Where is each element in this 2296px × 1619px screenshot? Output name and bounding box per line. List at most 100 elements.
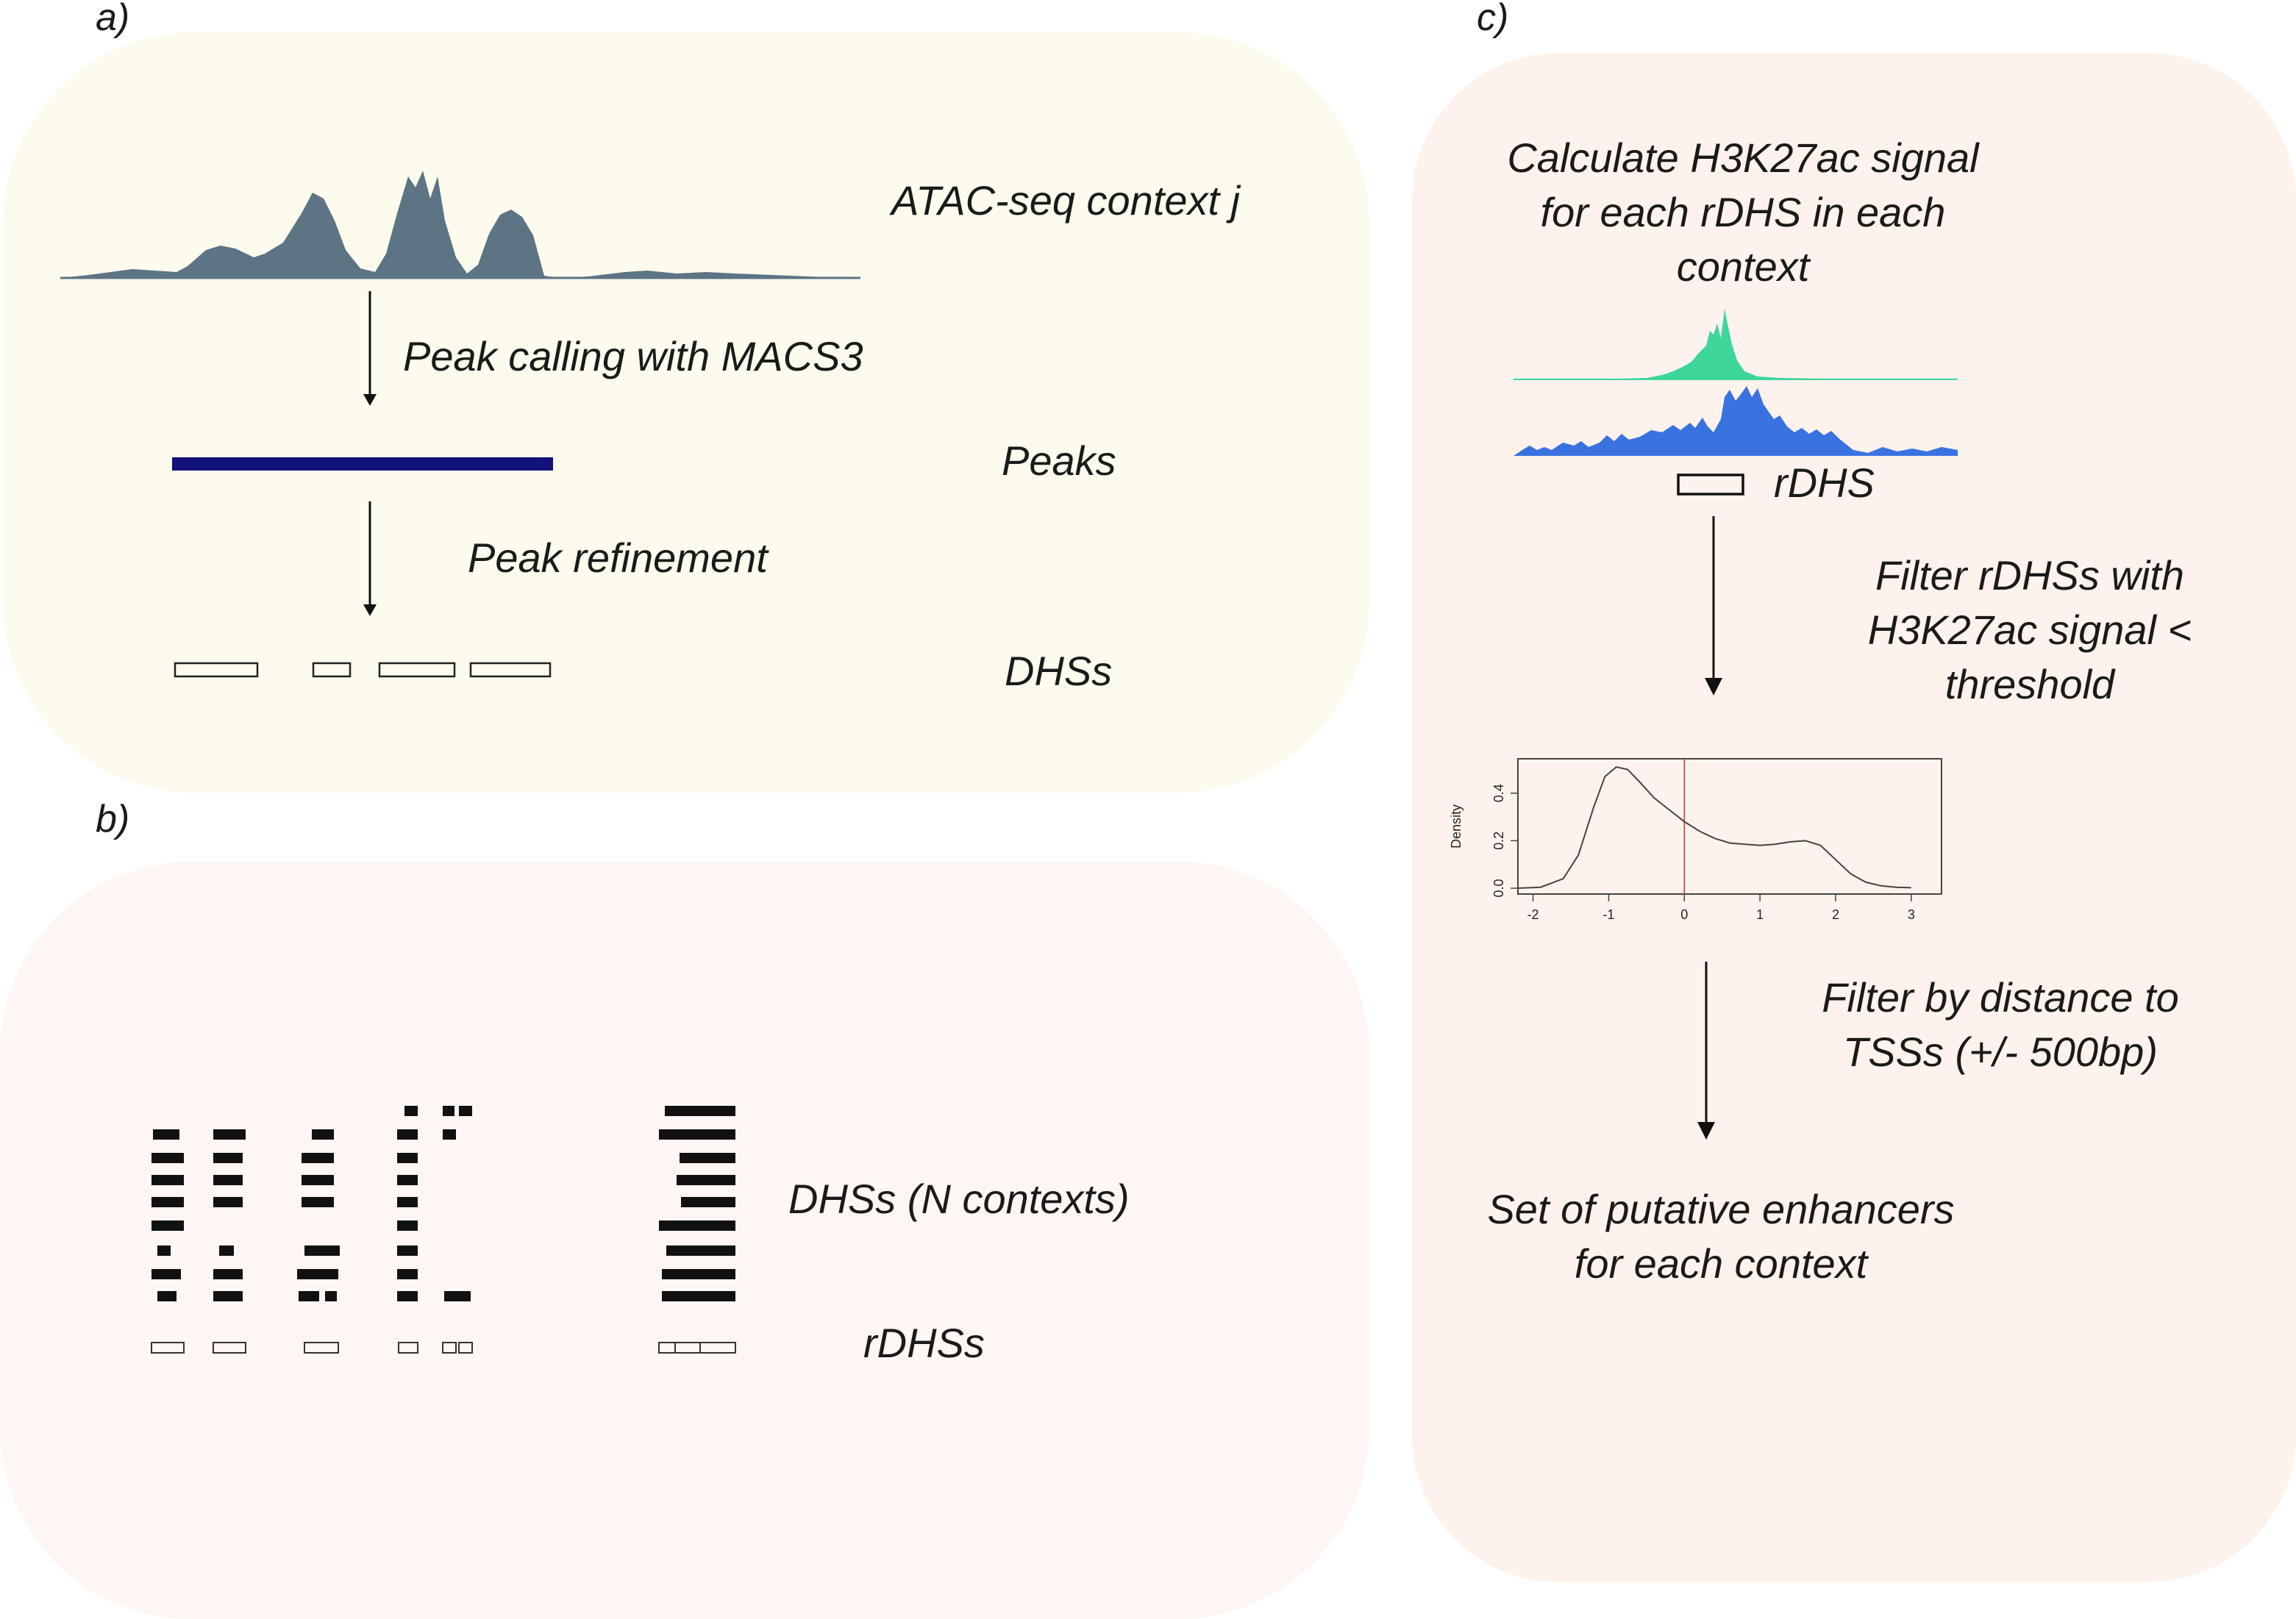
dhs-box [174, 662, 259, 678]
density-x-axis: -2 -1 0 1 2 3 [1527, 894, 1915, 922]
dhs-block [666, 1245, 735, 1256]
dhs-block [151, 1197, 184, 1207]
rdhs-box [304, 1342, 339, 1354]
density-curve [1517, 766, 1911, 889]
dhs-block [677, 1175, 735, 1185]
peaks-label: Peaks [1002, 437, 1116, 484]
rdhs-box [398, 1342, 418, 1354]
rdhs-box [213, 1342, 246, 1354]
dhs-box [312, 662, 352, 678]
dhs-block [219, 1245, 234, 1256]
filter-distance-label: Filter by distance to TSSs (+/- 500bp) [1822, 974, 2179, 1075]
x-tick-label: -2 [1527, 907, 1539, 922]
y-tick-label: 0.4 [1491, 784, 1506, 802]
dhs-block [397, 1269, 418, 1279]
dhs-block [157, 1291, 177, 1301]
dhs-block [157, 1245, 171, 1256]
dhs-block [443, 1106, 454, 1116]
rdhs-box [699, 1342, 736, 1354]
y-tick-label: 0.2 [1491, 832, 1506, 850]
rdhs-box [458, 1342, 473, 1354]
panel-a-letter: a) [96, 0, 130, 39]
dhs-block [443, 1129, 456, 1140]
rdhs-boxes [151, 1342, 736, 1354]
dhs-box [469, 662, 552, 678]
calculate-signal-label: Calculate H3K27ac signal for each rDHS i… [1507, 135, 1979, 290]
x-tick-label: 2 [1832, 907, 1839, 922]
dhs-block [397, 1129, 418, 1140]
dhs-block [213, 1175, 243, 1185]
putative-enhancers-label: Set of putative enhancers for each conte… [1487, 1186, 1955, 1287]
dhs-context-matrix [151, 1106, 735, 1301]
panel-b-letter: b) [96, 798, 130, 840]
dhs-block [404, 1106, 418, 1116]
dhs-block [325, 1291, 337, 1301]
dhs-block [297, 1269, 338, 1279]
peak-refinement-label: Peak refinement [468, 535, 768, 581]
h3k27ac-signal-track-bottom [1514, 386, 1958, 456]
rdhs-box [151, 1342, 185, 1354]
panel-c-background [1412, 53, 2296, 1582]
dhs-block [302, 1175, 334, 1185]
dhs-block [665, 1106, 735, 1116]
dhs-block [397, 1220, 418, 1231]
dhs-block [213, 1153, 243, 1163]
y-tick-label: 0.0 [1491, 879, 1506, 897]
density-plot-frame [1517, 758, 1942, 895]
dhs-block [151, 1153, 184, 1163]
dhs-block [151, 1175, 184, 1185]
panel-b-background [0, 862, 1369, 1619]
dhs-block [662, 1269, 735, 1279]
arrow-peak-refinement-head [363, 604, 377, 616]
dhs-block [662, 1291, 735, 1301]
x-tick-label: 0 [1680, 907, 1688, 922]
dhs-block [659, 1129, 735, 1140]
dhs-boxes [174, 662, 552, 678]
dhs-block [213, 1197, 243, 1207]
dhs-block [397, 1197, 418, 1207]
dhs-block [299, 1291, 319, 1301]
dhs-block [681, 1197, 735, 1207]
density-chart: -2 -1 0 1 2 3 0.0 0.2 0.4 Density [1449, 758, 1942, 922]
h3k27ac-signal-track-top [1514, 309, 1958, 379]
dhs-block [459, 1106, 472, 1116]
dhs-block [659, 1220, 735, 1231]
dhs-block [312, 1129, 334, 1140]
rdhss-label: rDHSs [863, 1320, 985, 1366]
x-tick-label: 3 [1908, 907, 1915, 922]
rdhs-box-large [1677, 473, 1744, 496]
dhs-block [302, 1197, 334, 1207]
dhs-block [213, 1291, 243, 1301]
rdhs-label: rDHS [1774, 460, 1875, 506]
dhs-block [304, 1245, 340, 1256]
dhs-block [680, 1153, 735, 1163]
dhs-block [153, 1129, 179, 1140]
dhs-block [302, 1153, 334, 1163]
dhs-block [397, 1245, 418, 1256]
dhs-block [213, 1129, 246, 1140]
dhs-block [151, 1269, 181, 1279]
arrow-peak-calling-head [363, 394, 377, 406]
panel-c-letter: c) [1477, 0, 1509, 39]
peak-bar [172, 457, 553, 471]
density-y-axis: 0.0 0.2 0.4 [1491, 784, 1518, 898]
dhs-block [397, 1153, 418, 1163]
x-tick-label: -1 [1602, 907, 1614, 922]
dhs-block [213, 1269, 243, 1279]
filter-signal-label: Filter rDHSs with H3K27ac signal < thres… [1867, 552, 2192, 707]
arrow-filter-distance-head [1697, 1122, 1715, 1140]
arrow-filter-signal-head [1705, 678, 1722, 696]
dhs-block [397, 1291, 418, 1301]
dhs-block [397, 1175, 418, 1185]
dhs-box [378, 662, 456, 678]
panel-a-background [3, 32, 1369, 793]
dhss-n-contexts-label: DHSs (N contexts) [788, 1176, 1130, 1222]
dhs-block [151, 1220, 184, 1231]
atac-seq-label: ATAC-seq context j [891, 177, 1241, 224]
density-y-label: Density [1449, 804, 1463, 848]
dhs-block [444, 1291, 471, 1301]
rdhs-box [442, 1342, 457, 1354]
